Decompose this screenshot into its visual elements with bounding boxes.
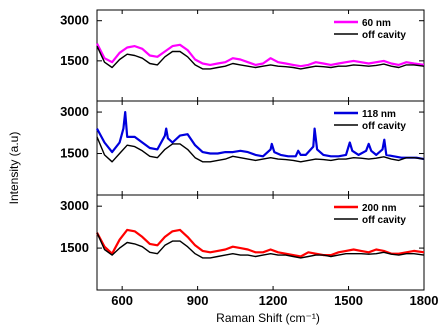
legend-label: 200 nm xyxy=(362,203,397,214)
series-line xyxy=(96,228,425,258)
series-layer xyxy=(96,43,425,259)
series-line xyxy=(96,45,425,70)
x-tick-label: 600 xyxy=(111,293,133,308)
x-tick-label: 900 xyxy=(187,293,209,308)
series-line xyxy=(96,43,425,68)
y-axis-title: Intensity (a.u) xyxy=(7,132,21,205)
y-tick-label: 3000 xyxy=(60,104,89,119)
series-line xyxy=(96,136,425,163)
x-tick-label: 1800 xyxy=(410,293,439,308)
series-line xyxy=(96,232,425,259)
legend-label: off cavity xyxy=(362,215,406,226)
y-tick-label: 1500 xyxy=(60,146,89,161)
legend-label: off cavity xyxy=(362,121,406,132)
panel-frame xyxy=(96,194,425,291)
y-tick-label: 3000 xyxy=(60,13,89,28)
x-tick-label: 1200 xyxy=(259,293,288,308)
axes-layer: 1500 3000 1500 3000 1500 3000 600 900 1200 1500 18… xyxy=(60,9,439,308)
y-tick-label: 1500 xyxy=(60,240,89,255)
series-line xyxy=(96,110,425,161)
legend-label: 118 nm xyxy=(362,109,396,120)
y-tick-label: 1500 xyxy=(60,53,89,68)
legend-label: 60 nm xyxy=(362,18,391,29)
legend-label: off cavity xyxy=(362,30,406,41)
x-axis-title: Raman Shift (cm⁻¹) xyxy=(216,311,320,325)
y-tick-label: 3000 xyxy=(60,198,89,213)
x-tick-label: 1500 xyxy=(334,293,363,308)
